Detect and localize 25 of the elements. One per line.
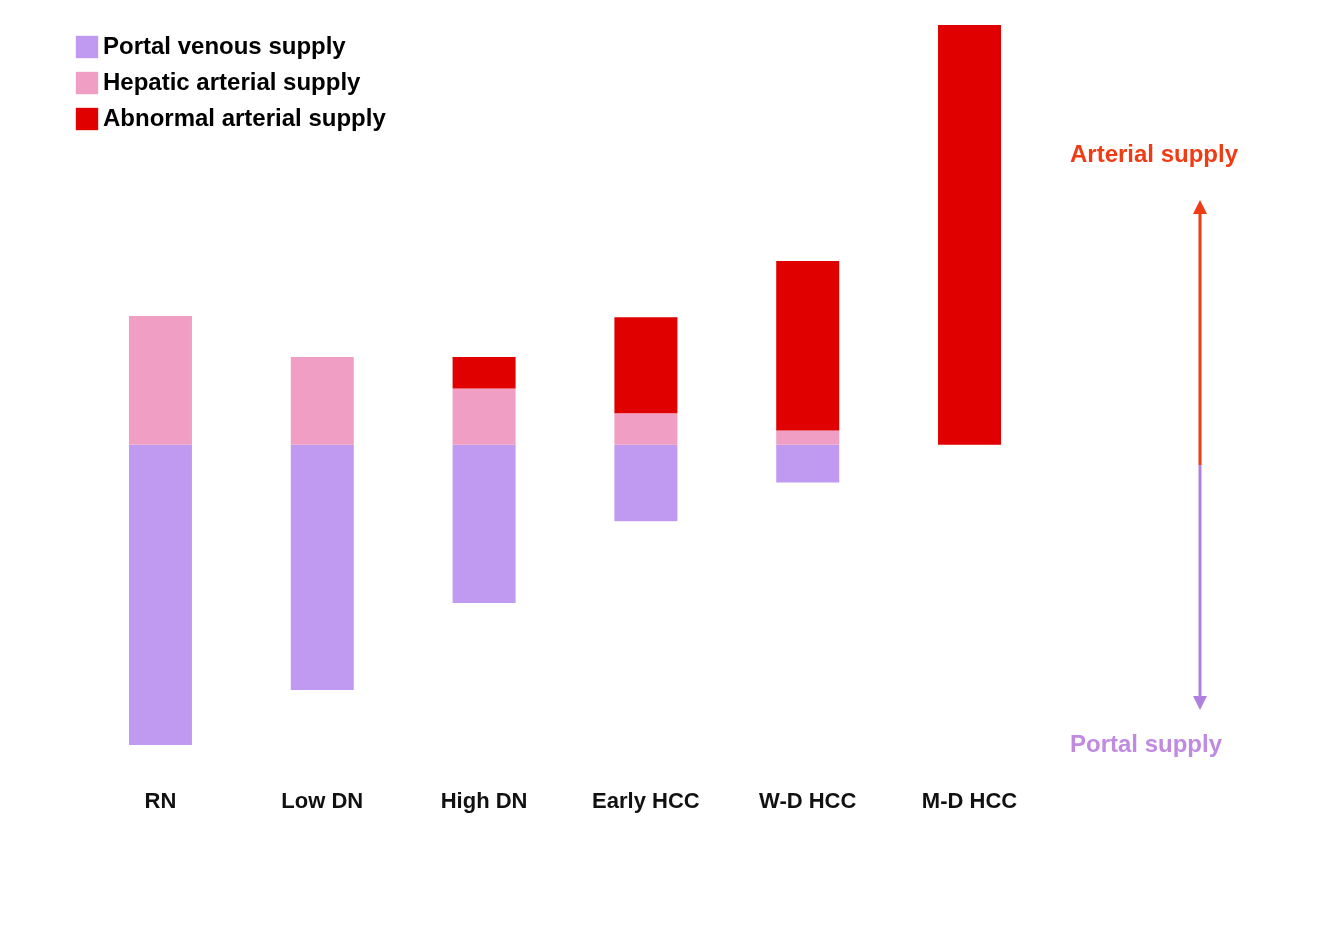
x-tick-label: RN: [144, 787, 177, 813]
bar: [128, 315, 192, 445]
legend-label: Hepatic arterial supply: [103, 68, 362, 95]
x-tick-label: High DN: [440, 787, 528, 813]
x-tick-label: M-D HCC: [921, 787, 1018, 813]
bar: [776, 260, 840, 431]
bar: [128, 444, 192, 745]
bar: [938, 25, 1002, 445]
bar: [290, 444, 354, 690]
legend-label: Portal venous supply: [103, 32, 347, 59]
x-tick-label: W-D HCC: [759, 787, 857, 813]
bar: [614, 444, 678, 522]
legend-label: Abnormal arterial supply: [103, 104, 387, 131]
bar: [452, 357, 516, 389]
bar: [614, 413, 678, 445]
text: Arterial supply: [1070, 140, 1239, 168]
bar: [452, 388, 516, 445]
bar: [290, 357, 354, 445]
bar: [776, 430, 840, 445]
x-tick-label: Low DN: [281, 787, 364, 813]
x-tick-label: Early HCC: [592, 787, 700, 813]
bar: [452, 444, 516, 604]
bar: [614, 317, 678, 414]
text: Portal supply: [1070, 730, 1223, 758]
bar: [776, 444, 840, 483]
